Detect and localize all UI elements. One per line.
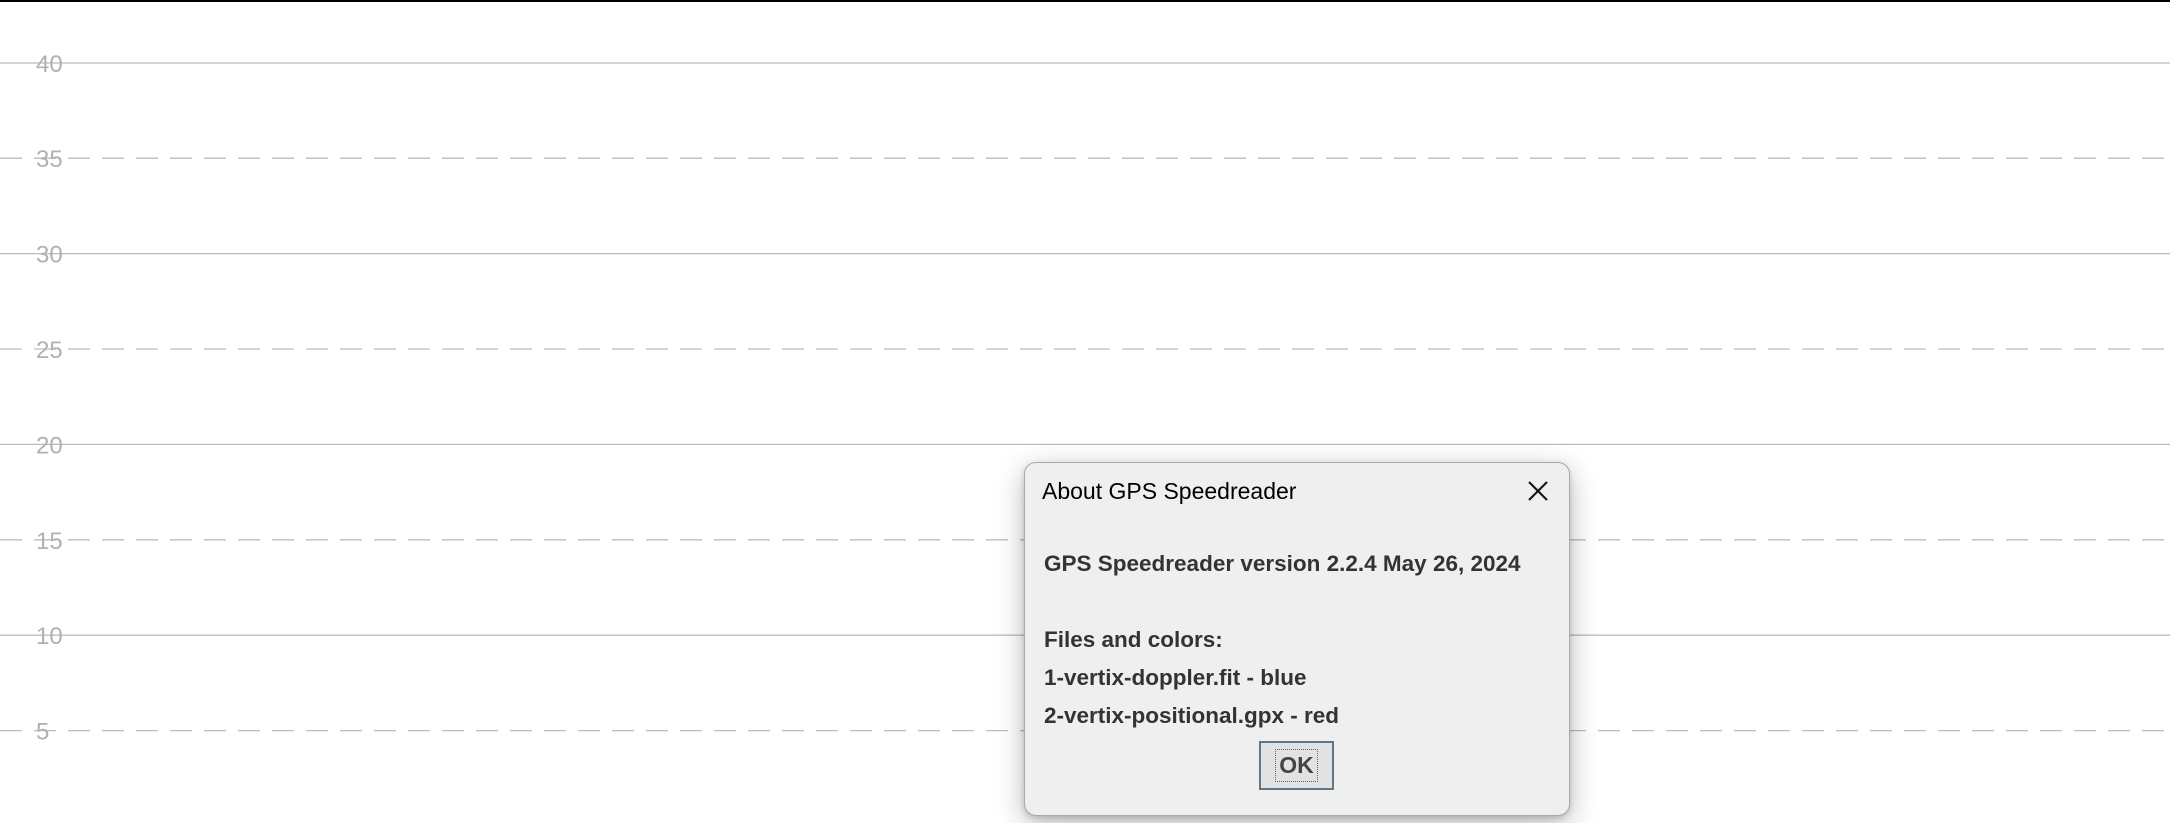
file-entry-1: 1-vertix-doppler.fit - blue (1044, 665, 1307, 690)
y-tick-label: 5 (36, 719, 49, 746)
close-button[interactable] (1522, 475, 1554, 507)
ok-button-label: OK (1275, 749, 1318, 782)
y-tick-label: 15 (36, 528, 63, 555)
y-tick-label: 20 (36, 432, 63, 459)
y-tick-label: 25 (36, 337, 63, 364)
version-text: GPS Speedreader version 2.2.4 May 26, 20… (1044, 551, 1521, 576)
spacer (1044, 583, 1554, 621)
y-tick-label: 30 (36, 242, 63, 269)
ok-button[interactable]: OK (1259, 741, 1334, 790)
about-dialog: About GPS Speedreader GPS Speedreader ve… (1024, 462, 1570, 816)
dialog-body: GPS Speedreader version 2.2.4 May 26, 20… (1044, 545, 1554, 735)
dialog-title: About GPS Speedreader (1042, 478, 1297, 504)
close-icon (1528, 481, 1548, 501)
files-heading: Files and colors: (1044, 627, 1223, 652)
y-tick-label: 40 (36, 51, 63, 78)
y-tick-label: 35 (36, 146, 63, 173)
file-entry-2: 2-vertix-positional.gpx - red (1044, 703, 1340, 728)
y-tick-label: 10 (36, 623, 63, 650)
